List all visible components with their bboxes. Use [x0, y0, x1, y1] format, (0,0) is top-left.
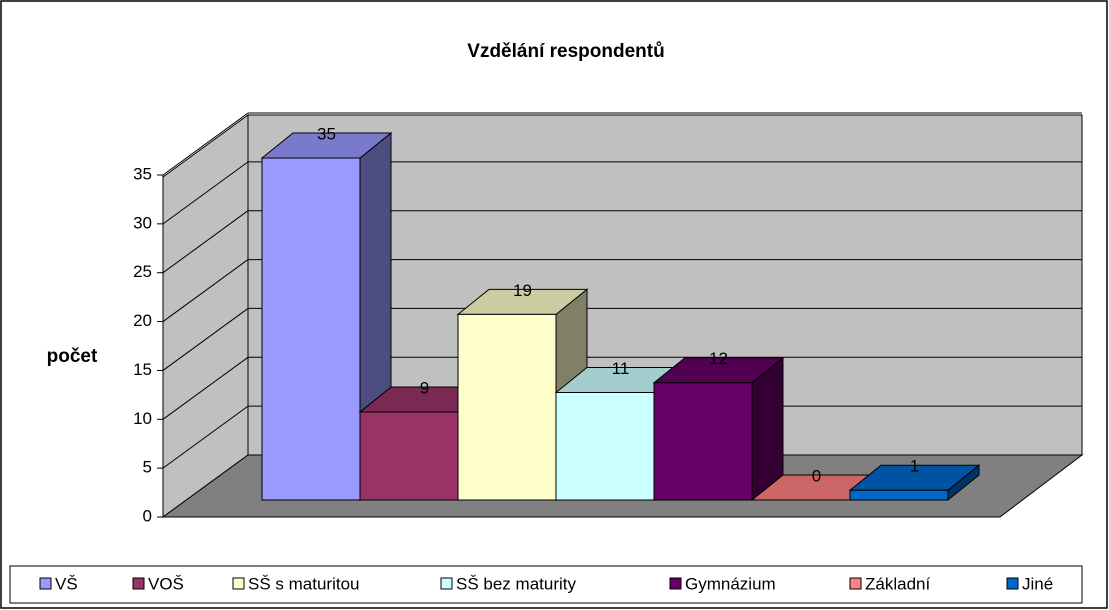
data-label: 35: [317, 124, 336, 143]
y-tick-label: 10: [133, 409, 152, 428]
grid-line: [162, 259, 249, 322]
legend-swatch: [132, 577, 145, 590]
chart-title: Vzdělání respondentů: [467, 41, 664, 62]
legend-swatch: [849, 577, 862, 590]
legend-label: Základní: [865, 574, 930, 593]
bar-face: [555, 392, 655, 501]
legend-label: SŠ bez maturity: [456, 574, 576, 593]
grid-line: [162, 161, 249, 225]
data-label: 11: [612, 359, 630, 378]
y-tick-label: 25: [133, 262, 152, 281]
y-tick-label: 0: [143, 506, 152, 525]
legend-swatch: [232, 577, 245, 590]
bar: [848, 464, 981, 502]
y-axis-label: počet: [47, 346, 98, 367]
legend-swatch: [1006, 577, 1019, 590]
side-wall: [162, 114, 249, 518]
bar-face: [261, 157, 361, 501]
y-tick-label: 15: [133, 360, 152, 379]
legend-swatch: [440, 577, 453, 590]
grid-line: [162, 112, 249, 176]
legend-label: VŠ: [55, 574, 78, 593]
data-label: 12: [709, 349, 728, 368]
grid-line: [162, 210, 249, 274]
grid-line: [162, 405, 249, 469]
bar-face: [359, 411, 459, 501]
data-label: 9: [420, 379, 429, 398]
legend-label: VOŠ: [148, 574, 184, 593]
data-label: 0: [812, 466, 821, 485]
legend-label: Gymnázium: [685, 574, 776, 593]
data-label: 19: [513, 281, 532, 300]
bar: [456, 288, 589, 502]
y-tick-label: 20: [133, 311, 152, 330]
bar-face: [849, 489, 949, 501]
data-label: 1: [910, 457, 919, 476]
legend-swatch: [669, 577, 682, 590]
bar: [652, 356, 785, 502]
grid-line: [162, 308, 249, 371]
legend-box: [9, 565, 1083, 604]
bar-face: [653, 382, 753, 501]
legend-label: SŠ s maturitou: [248, 574, 360, 593]
grid-line: [162, 356, 249, 420]
y-tick-label: 30: [133, 213, 152, 232]
legend-swatch: [39, 577, 52, 590]
bar-face: [457, 313, 557, 501]
legend-label: Jiné: [1022, 574, 1053, 593]
y-tick-label: 5: [143, 458, 152, 477]
y-tick-label: 35: [133, 164, 152, 183]
